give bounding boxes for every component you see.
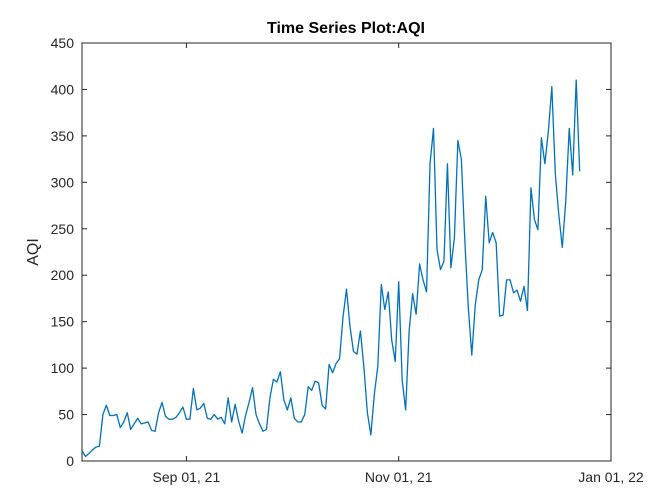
aqi-series-line [81,79,581,458]
y-tick-label: 450 [51,35,75,51]
y-tick-label: 250 [51,221,75,237]
y-tick-label: 50 [58,407,74,423]
y-axis-label: AQI [25,238,42,266]
plot-area: 0 50 100 150 200 250 300 350 400 450 Sep 01, 21 Nov… [51,35,644,485]
x-tick-label: Sep 01, 21 [153,469,221,485]
y-tick-label: 200 [51,267,75,283]
y-tick-label: 350 [51,128,75,144]
y-tick-label: 300 [51,174,75,190]
x-tick-label: Nov 01, 21 [365,469,433,485]
chart-title: Time Series Plot:AQI [267,20,425,37]
axes-box [81,42,612,462]
y-tick-label: 150 [51,314,75,330]
y-tick-label: 100 [51,360,75,376]
x-tick-label: Jan 01, 22 [578,469,644,485]
y-tick-label: 400 [51,81,75,97]
y-tick-label: 0 [66,453,74,469]
